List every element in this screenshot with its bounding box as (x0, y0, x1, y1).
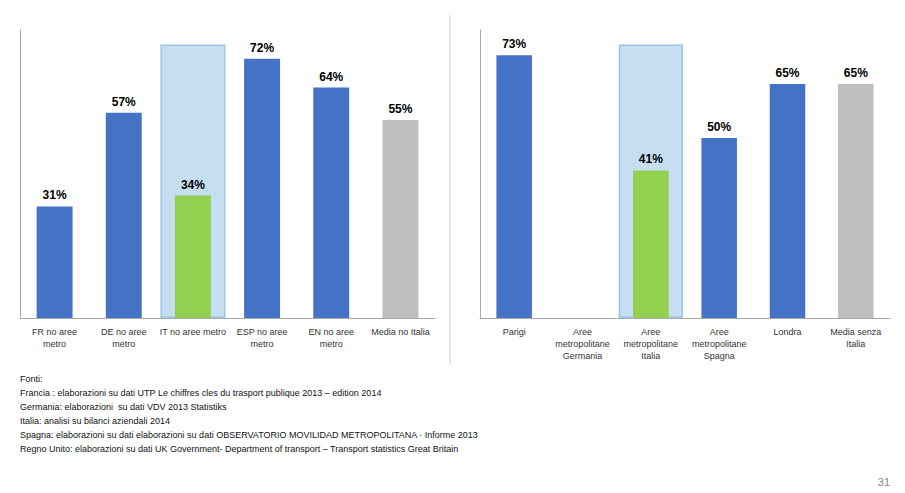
svg-text:Aree: Aree (641, 327, 660, 337)
svg-text:Germania: Germania (563, 351, 603, 361)
svg-text:Francia : elaborazioni su dati: Francia : elaborazioni su dati UTP Le ch… (20, 388, 381, 398)
svg-text:Italia: Italia (846, 339, 865, 349)
svg-text:Spagna: Spagna (704, 351, 735, 361)
svg-text:Germania: elaborazioni su dat: Germania: elaborazioni su dati VDV 2013 … (20, 402, 227, 412)
svg-text:34%: 34% (181, 178, 205, 192)
svg-text:31%: 31% (43, 188, 67, 202)
svg-text:72%: 72% (250, 41, 274, 55)
svg-text:Media senza: Media senza (830, 327, 881, 337)
svg-text:57%: 57% (112, 95, 136, 109)
svg-text:DE no aree: DE no aree (101, 327, 147, 337)
svg-text:64%: 64% (319, 70, 343, 84)
svg-text:Aree: Aree (573, 327, 592, 337)
svg-text:50%: 50% (707, 120, 731, 134)
svg-text:Fonti:: Fonti: (20, 374, 43, 384)
svg-text:Parigi: Parigi (503, 327, 526, 337)
svg-text:metropolitane: metropolitane (624, 339, 679, 349)
svg-text:metro: metro (251, 339, 274, 349)
svg-text:FR no aree: FR no aree (32, 327, 77, 337)
svg-text:metro: metro (43, 339, 66, 349)
svg-text:ESP no aree: ESP no aree (237, 327, 288, 337)
svg-text:IT no aree metro: IT no aree metro (160, 327, 226, 337)
svg-text:metro: metro (112, 339, 135, 349)
svg-text:metropolitane: metropolitane (555, 339, 610, 349)
svg-text:Regno Unito: elaborazioni su d: Regno Unito: elaborazioni su dati UK Gov… (20, 444, 458, 454)
svg-text:EN no aree: EN no aree (308, 327, 354, 337)
svg-text:73%: 73% (502, 37, 526, 51)
svg-text:65%: 65% (775, 66, 799, 80)
svg-text:metropolitane: metropolitane (692, 339, 747, 349)
svg-text:Spagna: elaborazioni su dati e: Spagna: elaborazioni su dati elaborazion… (20, 430, 478, 440)
svg-text:Italia: analisi su bilanci azi: Italia: analisi su bilanci aziendali 201… (20, 416, 170, 426)
svg-text:Londra: Londra (773, 327, 801, 337)
svg-text:65%: 65% (844, 66, 868, 80)
svg-text:55%: 55% (388, 102, 412, 116)
svg-text:Media no Italia: Media no Italia (371, 327, 430, 337)
svg-text:Aree: Aree (710, 327, 729, 337)
svg-text:Italia: Italia (641, 351, 660, 361)
svg-text:41%: 41% (639, 152, 663, 166)
svg-text:31: 31 (878, 476, 890, 488)
svg-text:metro: metro (320, 339, 343, 349)
